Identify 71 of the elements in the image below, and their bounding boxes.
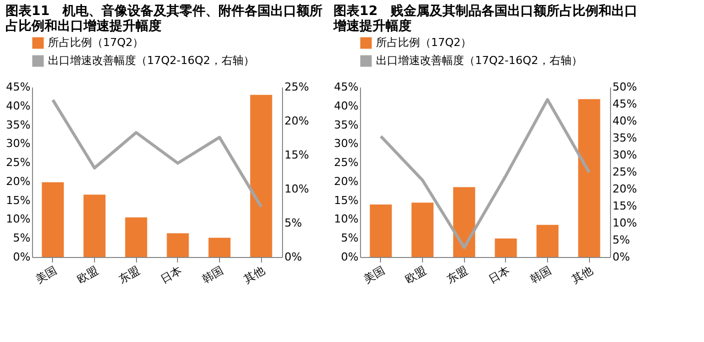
y2-tick-label: 30% [612,148,637,162]
legend-label: 出口增速改善幅度（17Q2-16Q2，右轴） [376,54,582,67]
legend-label: 所占比例（17Q2） [48,36,144,49]
y-tick-label: 5% [341,232,358,245]
y2-tick-label: 0% [284,250,302,264]
x-tick-label: 韩国 [200,264,226,286]
text: 增速提升幅度 [334,19,412,34]
y-tick-label: 25% [6,156,30,170]
y-tick-label: 20% [6,174,30,188]
y2-tick-label: 5% [284,216,302,230]
y-tick-label: 25% [334,156,358,170]
y-tick-label: 45% [6,80,30,94]
x-tick-label: 欧盟 [74,264,100,286]
y-tick-label: 15% [6,194,30,207]
bar [166,233,189,257]
y-tick-label: 10% [6,212,30,226]
bar [494,238,517,257]
bar [208,238,230,257]
line-series [379,98,591,249]
bar [536,224,558,257]
y2-tick-label: 25% [284,80,309,94]
bar [453,187,476,257]
x-tick-label: 日本 [158,264,184,286]
y-tick-label: 30% [6,137,30,150]
bar [578,99,600,257]
y2-tick-label: 5% [612,234,630,246]
x-tick-label: 美国 [361,264,387,286]
y-tick-label: 15% [334,194,358,207]
y-tick-label: 20% [334,174,358,188]
y-tick-label: 40% [334,99,358,112]
y-tick-label: 35% [334,118,358,132]
y2-tick-label: 15% [612,200,637,212]
x-tick-label: 东盟 [444,264,470,286]
y2-tick-label: 45% [612,98,637,110]
y2-tick-label: 20% [284,114,309,128]
y2-tick-label: 20% [612,182,637,196]
x-tick-label: 东盟 [116,264,142,286]
y-tick-label: 10% [334,212,358,226]
legend-label: 所占比例（17Q2） [376,36,472,49]
y2-tick-label: 40% [612,114,637,128]
y2-tick-label: 10% [612,216,637,230]
y2-tick-label: 15% [284,148,309,162]
bar [412,202,434,257]
y2-tick-label: 10% [284,182,309,196]
y-tick-label: 0% [341,250,358,264]
y-tick-label: 35% [6,118,30,132]
line-series [51,98,263,208]
bar [370,204,392,257]
bar [42,182,64,257]
legend-label: 出口增速改善幅度（17Q2-16Q2，右轴） [48,54,254,67]
y-tick-label: 40% [6,99,30,112]
bar [125,217,148,257]
x-tick-label: 其他 [570,264,596,286]
x-tick-label: 美国 [33,264,59,286]
y2-tick-label: 50% [612,80,637,94]
text: 占比例和出口增速提升幅度 [6,19,162,34]
bar [250,94,272,257]
y2-tick-label: 0% [612,250,630,264]
y-tick-label: 45% [334,80,358,94]
text: 图表11 机电、音像设备及其零件、附件各国出口额所 [6,4,323,19]
x-tick-label: 其他 [242,264,268,286]
text: 图表12 贱金属及其制品各国出口额所占比例和出口 [334,4,638,19]
x-tick-label: 欧盟 [402,264,428,286]
y-tick-label: 5% [13,232,30,245]
bar [84,194,106,257]
y-tick-label: 0% [13,250,30,264]
x-tick-label: 日本 [486,264,512,286]
y-tick-label: 30% [334,137,358,150]
y2-tick-label: 35% [612,132,637,144]
y2-tick-label: 25% [612,166,637,178]
x-tick-label: 韩国 [528,264,554,286]
